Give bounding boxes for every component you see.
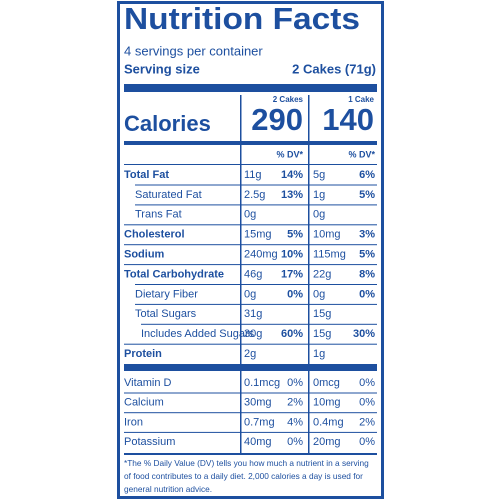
serving-size: 2 Cakes (71g) (292, 61, 376, 76)
percent-dv: 0% (287, 377, 303, 389)
servings: 4 servings per container (124, 43, 263, 58)
calories-value: 290 (251, 102, 303, 137)
amount: 30g (244, 328, 262, 340)
nutrient-name: Calcium (124, 397, 164, 409)
calories-label: Calories (124, 111, 211, 136)
footnote-line: of food contributes to a daily diet. 2,0… (124, 471, 363, 481)
percent-dv: 0% (359, 397, 375, 409)
nutrient-name: Dietary Fiber (135, 288, 198, 300)
nutrient-name: Vitamin D (124, 377, 172, 389)
nutrient-name: Total Fat (124, 169, 169, 181)
nutrient-name: Cholesterol (124, 229, 185, 241)
amount: 0.4mg (313, 416, 344, 428)
amount: 0.7mg (244, 416, 275, 428)
percent-dv: 0% (359, 377, 375, 389)
percent-dv: 0% (359, 436, 375, 448)
nutrient-name: Total Sugars (135, 308, 197, 320)
percent-dv: 13% (281, 189, 303, 201)
nutrient-name: Includes Added Sugars (141, 328, 255, 340)
amount: 1g (313, 189, 325, 201)
nutrient-name: Saturated Fat (135, 189, 202, 201)
rule (135, 184, 377, 186)
medium-rule (124, 141, 377, 145)
nutrient-name: Protein (124, 348, 162, 360)
percent-dv: 30% (353, 328, 375, 340)
rule (124, 264, 377, 266)
amount: 115mg (313, 249, 346, 261)
amount: 22g (313, 268, 331, 280)
percent-dv: 0% (359, 288, 375, 300)
amount: 46g (244, 268, 262, 280)
amount: 0g (244, 209, 256, 221)
amount: 20mg (313, 436, 341, 448)
amount: 40mg (244, 436, 272, 448)
percent-dv: 5% (359, 189, 375, 201)
percent-dv: 2% (359, 416, 375, 428)
rule (135, 204, 377, 206)
column-divider (240, 95, 242, 453)
footnote-line: general nutrition advice. (124, 484, 212, 494)
amount: 10mg (313, 229, 341, 241)
percent-dv: 2% (287, 397, 303, 409)
percent-dv: 0% (287, 436, 303, 448)
amount: 0g (244, 288, 256, 300)
percent-dv: 14% (281, 169, 303, 181)
rule (124, 224, 377, 226)
percent-dv: 10% (281, 249, 303, 261)
rule (124, 412, 377, 414)
amount: 0g (313, 209, 325, 221)
nutrient-name: Iron (124, 416, 143, 428)
title: Nutrition Facts (124, 1, 360, 36)
percent-dv: 4% (287, 416, 303, 428)
amount: 31g (244, 308, 262, 320)
amount: 10mg (313, 397, 341, 409)
amount: 15g (313, 308, 331, 320)
amount: 15mg (244, 229, 272, 241)
percent-dv: 5% (287, 229, 303, 241)
nutrient-name: Sodium (124, 249, 165, 261)
amount: 0g (313, 288, 325, 300)
amount: 2.5g (244, 189, 265, 201)
amount: 0mcg (313, 377, 340, 389)
thick-rule (124, 364, 377, 371)
column-label: 2 Cakes (273, 95, 304, 104)
amount: 2g (244, 348, 256, 360)
amount: 11g (244, 169, 262, 181)
amount: 0.1mcg (244, 377, 280, 389)
thick-rule (124, 84, 377, 92)
rule (124, 164, 377, 165)
percent-dv: 60% (281, 328, 303, 340)
amount: 240mg (244, 249, 278, 261)
rule (124, 343, 377, 345)
dv-label: % DV* (348, 149, 375, 159)
amount: 30mg (244, 397, 272, 409)
rule (124, 453, 377, 455)
percent-dv: 0% (287, 288, 303, 300)
amount: 15g (313, 328, 331, 340)
serving-size-label: Serving size (124, 61, 200, 76)
column-divider (308, 95, 310, 453)
dv-label: % DV* (276, 149, 303, 159)
percent-dv: 6% (359, 169, 375, 181)
nutrient-name: Potassium (124, 436, 175, 448)
label-border (117, 1, 384, 499)
footnote-line: *The % Daily Value (DV) tells you how mu… (124, 458, 369, 468)
rule (124, 431, 377, 433)
percent-dv: 17% (281, 268, 303, 280)
rule (141, 323, 377, 325)
calories-value: 140 (322, 102, 374, 137)
column-label: 1 Cake (348, 95, 374, 104)
percent-dv: 8% (359, 268, 375, 280)
percent-dv: 3% (359, 229, 375, 241)
amount: 5g (313, 169, 325, 181)
rule (135, 284, 377, 285)
rule (124, 244, 377, 246)
rule (135, 303, 377, 305)
nutrient-name: Trans Fat (135, 209, 182, 221)
nutrient-name: Total Carbohydrate (124, 268, 224, 280)
percent-dv: 5% (359, 249, 375, 261)
rule (124, 392, 377, 394)
amount: 1g (313, 348, 325, 360)
